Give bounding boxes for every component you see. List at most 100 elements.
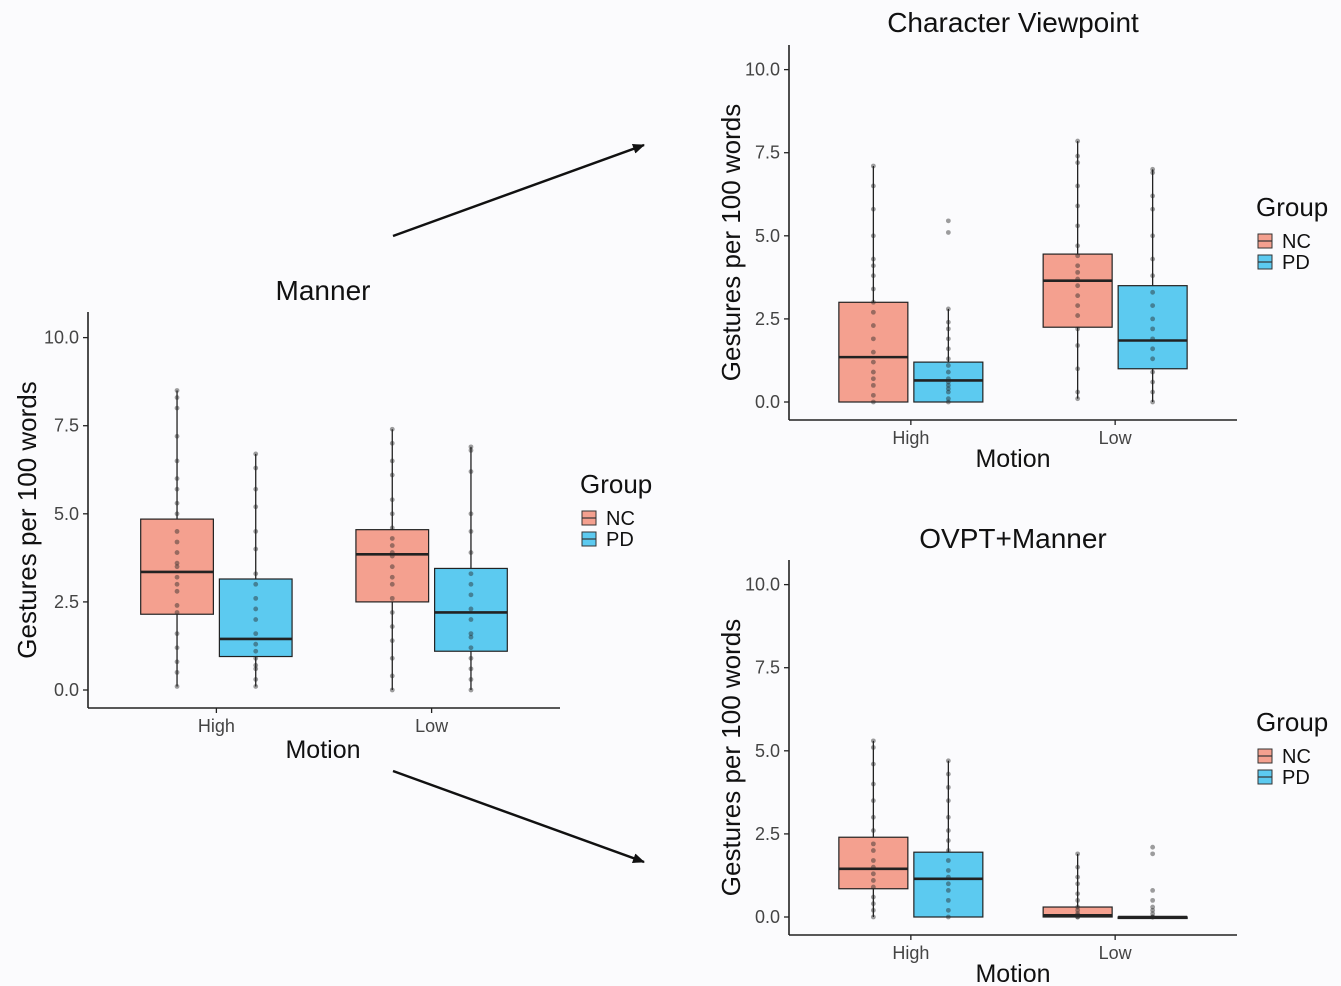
data-point (1075, 366, 1080, 371)
data-point (946, 772, 951, 777)
data-point (175, 476, 180, 481)
data-point (946, 363, 951, 368)
data-point (175, 434, 180, 439)
data-point (871, 360, 876, 365)
data-point (871, 848, 876, 853)
data-point (390, 511, 395, 516)
data-point (946, 915, 951, 920)
data-point (1150, 888, 1155, 893)
data-point (871, 745, 876, 750)
data-point (1075, 253, 1080, 258)
data-point (1075, 270, 1080, 275)
data-point (390, 497, 395, 502)
data-point (253, 656, 258, 661)
data-point (253, 596, 258, 601)
data-point (390, 441, 395, 446)
data-point (390, 473, 395, 478)
data-point (871, 310, 876, 315)
data-point (390, 582, 395, 587)
data-point (946, 336, 951, 341)
chart-title: Manner (276, 275, 371, 306)
data-point (871, 798, 876, 803)
data-point (253, 607, 258, 612)
data-point (946, 396, 951, 401)
data-point (175, 610, 180, 615)
data-point (469, 511, 474, 516)
y-tick-label: 5.0 (54, 504, 79, 524)
data-point (1075, 905, 1080, 910)
data-point (469, 631, 474, 636)
data-point (946, 908, 951, 913)
data-point (871, 815, 876, 820)
data-point (1150, 336, 1155, 341)
chart-panel-1: 0.0 2.5 5.0 7.5 10.0 High Low Character Viewpoi… (716, 7, 1328, 473)
data-point (946, 875, 951, 880)
y-tick-label: 2.5 (755, 309, 780, 329)
data-point (253, 529, 258, 534)
data-point (1075, 283, 1080, 288)
chart-panel-0: 0.02.55.07.510.0High LowMannerMotionGestu… (12, 275, 652, 764)
legend-label-pd: PD (606, 529, 634, 551)
data-point (871, 233, 876, 238)
data-point (1150, 303, 1155, 308)
data-point (1150, 317, 1155, 322)
data-point (946, 828, 951, 833)
data-point (253, 452, 258, 457)
data-point (175, 388, 180, 393)
data-point (871, 376, 876, 381)
chart-panel-2: 0.02.55.07.510.0High LowOVPT+MannerMotion… (716, 523, 1328, 986)
data-point (871, 273, 876, 278)
y-tick-label: 10.0 (745, 575, 780, 595)
data-point (871, 738, 876, 743)
data-point (390, 596, 395, 601)
data-point (946, 898, 951, 903)
data-point (946, 307, 951, 312)
data-point (871, 762, 876, 767)
data-point (1075, 303, 1080, 308)
data-point (871, 287, 876, 292)
data-point (871, 263, 876, 268)
legend-title: Group (1256, 192, 1328, 222)
data-point (1075, 160, 1080, 165)
data-point (469, 571, 474, 576)
data-point (1150, 290, 1155, 295)
data-point (1150, 326, 1155, 331)
y-tick-label: 7.5 (54, 416, 79, 436)
data-point (175, 575, 180, 580)
data-point (1150, 346, 1155, 351)
data-point (175, 395, 180, 400)
data-point (175, 603, 180, 608)
x-axis-title: Motion (975, 445, 1050, 473)
data-point (1075, 891, 1080, 896)
data-point (390, 638, 395, 643)
data-point (1075, 898, 1080, 903)
data-point (1075, 313, 1080, 318)
legend: Group NCPD (1256, 707, 1328, 789)
data-point (1075, 223, 1080, 228)
x-tick-label: Low (1099, 943, 1133, 963)
data-point (1150, 167, 1155, 172)
data-point (253, 504, 258, 509)
data-point (1150, 845, 1155, 850)
data-point (1150, 905, 1155, 910)
data-point (253, 487, 258, 492)
data-point (469, 607, 474, 612)
data-point (871, 393, 876, 398)
data-point (469, 529, 474, 534)
legend-label-nc: NC (606, 508, 635, 530)
data-point (390, 575, 395, 580)
data-point (253, 642, 258, 647)
data-point (390, 459, 395, 464)
y-tick-label: 0.0 (755, 907, 780, 927)
data-point (1075, 851, 1080, 856)
x-tick-label: High (892, 428, 929, 448)
data-point (253, 617, 258, 622)
x-tick-label: High (892, 943, 929, 963)
data-point (1075, 184, 1080, 189)
data-point (1075, 203, 1080, 208)
data-point (871, 828, 876, 833)
data-point (175, 670, 180, 675)
data-point (946, 815, 951, 820)
data-point (175, 582, 180, 587)
data-point (175, 645, 180, 650)
